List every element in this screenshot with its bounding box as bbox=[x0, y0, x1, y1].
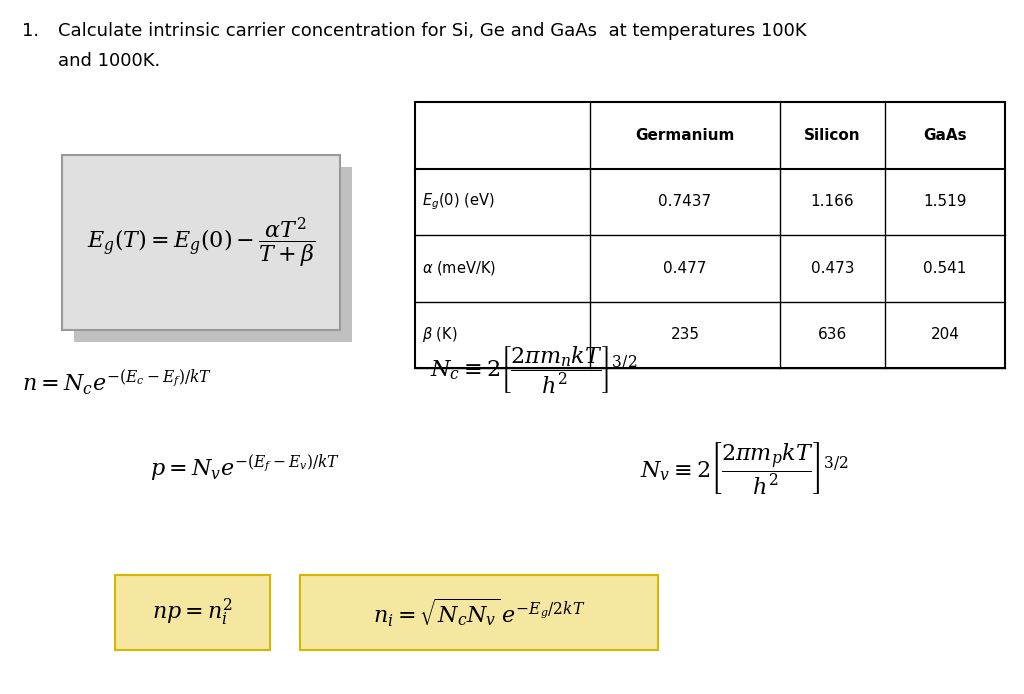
Text: 1.166: 1.166 bbox=[811, 194, 854, 210]
FancyBboxPatch shape bbox=[62, 155, 340, 330]
Text: 1.519: 1.519 bbox=[924, 194, 967, 210]
Text: 636: 636 bbox=[818, 328, 847, 342]
FancyBboxPatch shape bbox=[300, 575, 658, 650]
Text: 1.: 1. bbox=[22, 22, 39, 40]
Text: 0.473: 0.473 bbox=[811, 261, 854, 276]
Text: 235: 235 bbox=[671, 328, 699, 342]
Bar bbox=[415, 102, 1005, 368]
Text: GaAs: GaAs bbox=[924, 128, 967, 143]
Text: $N_v \equiv 2\left[\dfrac{2\pi m_p kT}{h^2}\right]^{3/2}$: $N_v \equiv 2\left[\dfrac{2\pi m_p kT}{h… bbox=[640, 440, 849, 496]
Text: Calculate intrinsic carrier concentration for Si, Ge and GaAs  at temperatures 1: Calculate intrinsic carrier concentratio… bbox=[58, 22, 807, 40]
Text: and 1000K.: and 1000K. bbox=[58, 52, 160, 70]
Text: $np = n_i^2$: $np = n_i^2$ bbox=[152, 597, 233, 628]
Text: 0.477: 0.477 bbox=[664, 261, 707, 276]
Text: $\beta$ (K): $\beta$ (K) bbox=[422, 325, 458, 344]
Text: 0.7437: 0.7437 bbox=[658, 194, 712, 210]
Text: $\alpha$ (meV/K): $\alpha$ (meV/K) bbox=[422, 260, 497, 277]
Text: $p = N_v e^{-(E_f-E_v)/kT}$: $p = N_v e^{-(E_f-E_v)/kT}$ bbox=[150, 452, 340, 484]
Text: $n = N_c e^{-(E_c-E_f)/kT}$: $n = N_c e^{-(E_c-E_f)/kT}$ bbox=[22, 367, 212, 397]
Text: 0.541: 0.541 bbox=[924, 261, 967, 276]
FancyBboxPatch shape bbox=[74, 167, 352, 342]
Text: $E_g(T) = E_g(0) - \dfrac{\alpha T^2}{T + \beta}$: $E_g(T) = E_g(0) - \dfrac{\alpha T^2}{T … bbox=[87, 215, 315, 269]
Text: $N_c \equiv 2\left[\dfrac{2\pi m_n kT}{h^2}\right]^{3/2}$: $N_c \equiv 2\left[\dfrac{2\pi m_n kT}{h… bbox=[430, 344, 637, 396]
Text: Germanium: Germanium bbox=[635, 128, 734, 143]
Text: $n_i = \sqrt{N_c N_v}\, e^{-E_g/2kT}$: $n_i = \sqrt{N_c N_v}\, e^{-E_g/2kT}$ bbox=[373, 596, 585, 629]
FancyBboxPatch shape bbox=[115, 575, 270, 650]
Text: $E_g(0)$ (eV): $E_g(0)$ (eV) bbox=[422, 192, 495, 212]
Text: Silicon: Silicon bbox=[804, 128, 861, 143]
Text: 204: 204 bbox=[931, 328, 959, 342]
